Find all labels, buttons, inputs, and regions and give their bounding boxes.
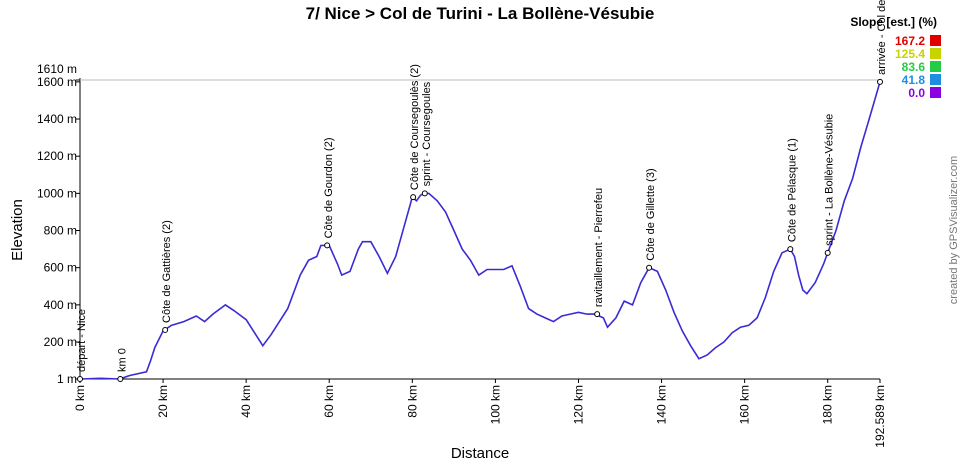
y-tick-label: 600 m <box>44 261 77 275</box>
legend-value: 0.0 <box>908 86 925 100</box>
y-tick-label: 200 m <box>44 335 77 349</box>
legend-swatch <box>930 48 941 59</box>
waypoint-marker <box>646 264 653 271</box>
y-tick-label: 1600 m <box>37 75 77 89</box>
x-tick-label: 40 km <box>239 385 253 418</box>
waypoint-label: départ - Nice <box>76 309 88 372</box>
waypoint-marker <box>421 190 428 197</box>
x-tick-label: 80 km <box>405 385 419 418</box>
waypoint-label: arrivée - Col de Turini <box>876 0 888 75</box>
legend-swatch <box>930 87 941 98</box>
waypoint-marker <box>824 249 831 256</box>
waypoint-marker <box>324 242 331 249</box>
legend-value: 125.4 <box>895 47 925 61</box>
legend-value: 83.6 <box>902 60 926 74</box>
x-tick-label: 120 km <box>571 385 585 424</box>
waypoint-label: Côte de Gillette (3) <box>645 168 657 260</box>
waypoint-label: Côte de Gourdon (2) <box>323 137 335 238</box>
x-tick-label: 160 km <box>738 385 752 424</box>
legend-value: 167.2 <box>895 34 925 48</box>
x-tick-label: 100 km <box>488 385 502 424</box>
x-tick-label: 180 km <box>821 385 835 424</box>
y-tick-label: 400 m <box>44 298 77 312</box>
x-tick-label: 60 km <box>322 385 336 418</box>
waypoint-label: Côte de Pélasque (1) <box>786 138 798 242</box>
y-tick-label: 1 m <box>57 372 77 386</box>
waypoint-marker <box>594 311 601 318</box>
legend-swatch <box>930 61 941 72</box>
legend-title: Slope [est.] (%) <box>850 15 937 29</box>
legend-swatch <box>930 74 941 85</box>
credit: created by GPSVisualizer.com <box>948 156 960 304</box>
elevation-line <box>79 81 881 380</box>
chart-title: 7/ Nice > Col de Turini - La Bollène-Vés… <box>306 4 655 23</box>
y-tick-label: 1200 m <box>37 149 77 163</box>
x-tick-label: 192.589 km <box>873 385 887 448</box>
x-axis-title: Distance <box>451 445 509 460</box>
y-tick-label: 1610 m <box>37 62 77 76</box>
waypoint-label: ravitaillement - Pierrefeu <box>593 188 605 307</box>
waypoint-marker <box>410 194 417 201</box>
y-tick-label: 800 m <box>44 224 77 238</box>
waypoint-label: sprint - Coursegoules <box>421 81 433 186</box>
y-tick-label: 1400 m <box>37 112 77 126</box>
waypoint-label: Côte de Gattières (2) <box>161 220 173 323</box>
x-tick-label: 140 km <box>655 385 669 424</box>
waypoint-label: sprint - La Bollène-Vésubie <box>824 114 836 246</box>
legend-swatch <box>930 35 941 46</box>
x-tick-label: 20 km <box>156 385 170 418</box>
waypoint-label: km 0 <box>116 348 128 372</box>
waypoint-marker <box>77 376 83 382</box>
waypoint-marker <box>162 326 169 333</box>
waypoint-label: Côte de Coursegoulès (2) <box>409 64 421 190</box>
y-axis-title: Elevation <box>9 199 26 261</box>
legend-value: 41.8 <box>902 73 926 87</box>
x-tick-label: 0 km <box>73 385 87 411</box>
waypoint-marker <box>117 376 124 382</box>
waypoint-marker <box>787 246 794 253</box>
waypoint-marker <box>877 78 883 85</box>
y-tick-label: 1000 m <box>37 186 77 200</box>
